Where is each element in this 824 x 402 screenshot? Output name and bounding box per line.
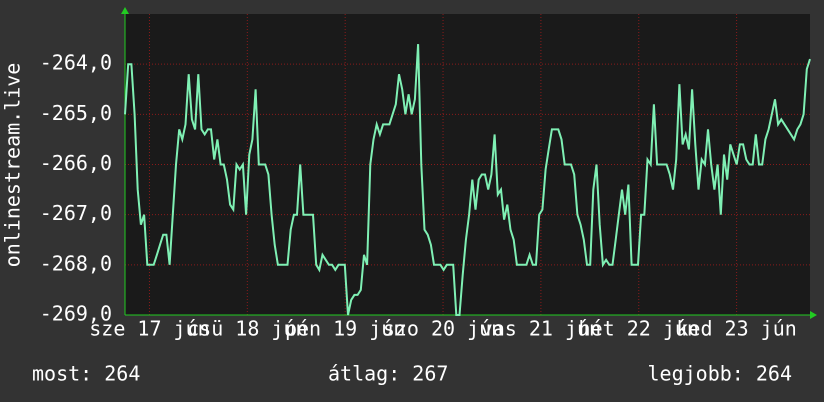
y-tick-label: -267,0 [40, 201, 112, 225]
x-tick-label: hét 22 jún [579, 317, 699, 341]
y-tick-label: -268,0 [40, 251, 112, 275]
footer-best: legjobb: 264 [648, 362, 793, 386]
y-tick-label: -264,0 [40, 51, 112, 75]
x-tick-label: vas 21 jún [481, 317, 601, 341]
y-tick-label: -266,0 [40, 151, 112, 175]
x-tick-label: szo 20 jún [383, 317, 503, 341]
x-tick-label: pén 19 jún [285, 317, 405, 341]
x-tick-label: csü 18 jún [187, 317, 307, 341]
y-tick-label: -265,0 [40, 101, 112, 125]
y-axis-label: onlinestream.live [1, 63, 25, 268]
y-tick-label: -269,0 [40, 302, 112, 326]
footer-current: most: 264 [32, 362, 140, 386]
x-tick-label: sze 17 jún [89, 317, 209, 341]
footer-average: átlag: 267 [328, 362, 448, 386]
x-tick-label: ked 23 jún [676, 317, 796, 341]
data-line [124, 44, 811, 316]
